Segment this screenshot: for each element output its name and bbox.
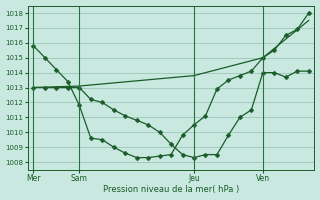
X-axis label: Pression niveau de la mer( hPa ): Pression niveau de la mer( hPa )	[103, 185, 239, 194]
